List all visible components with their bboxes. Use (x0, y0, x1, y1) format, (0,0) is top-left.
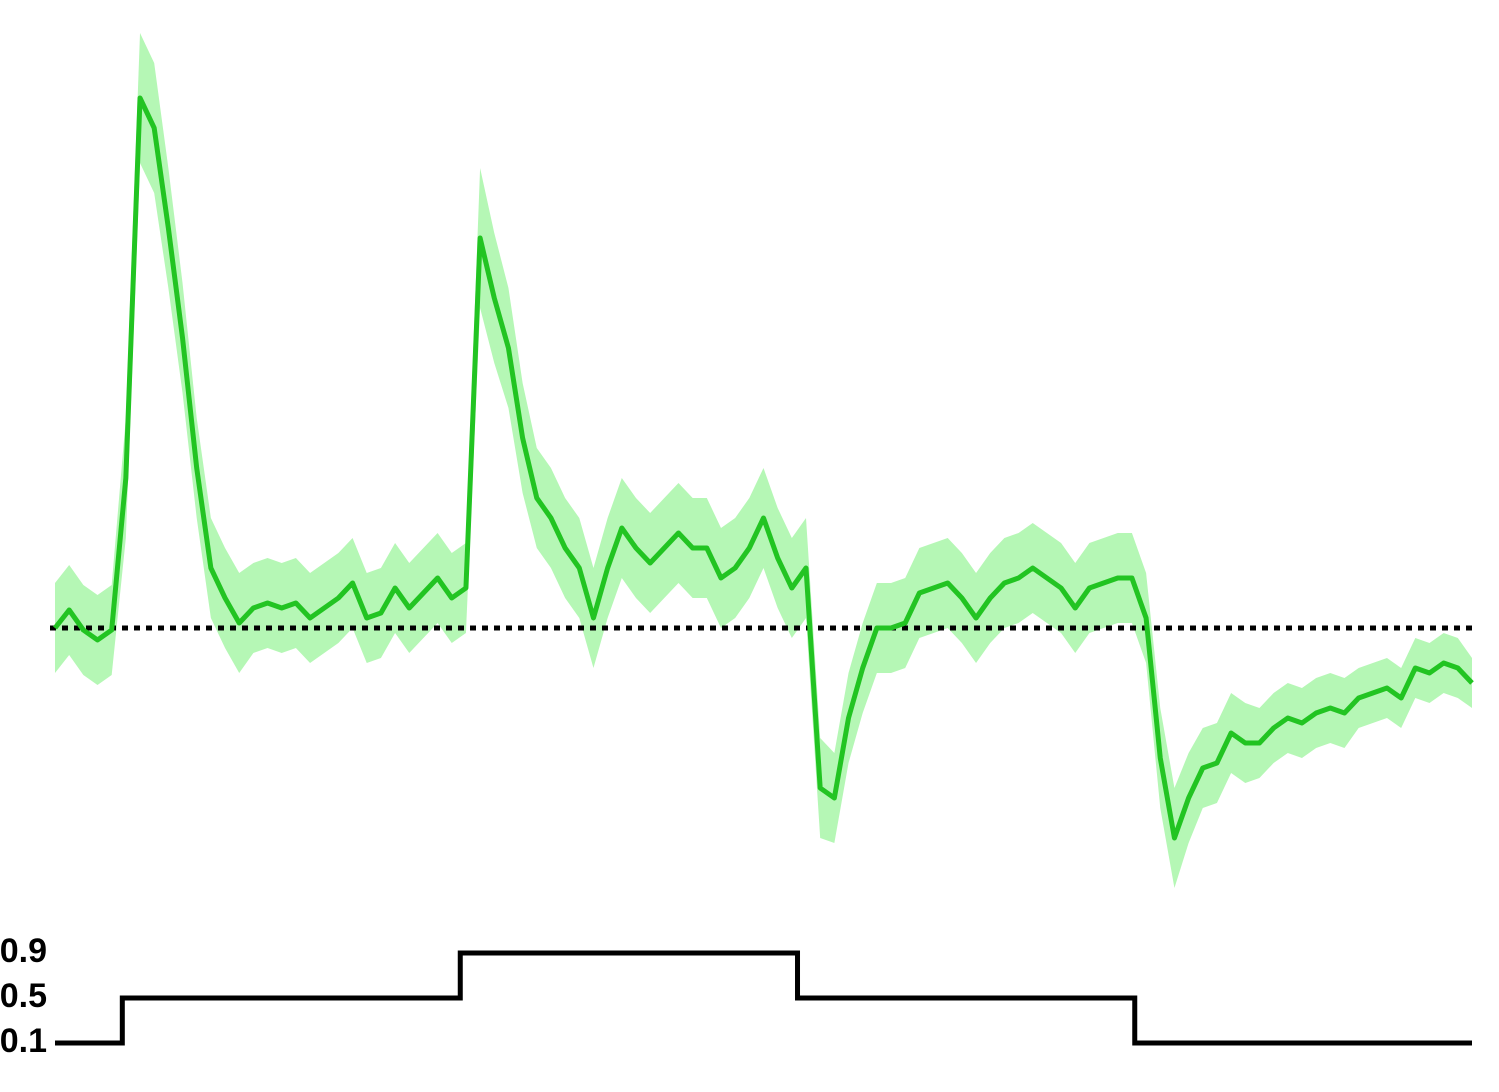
y-tick-label: 0.5 (0, 977, 47, 1015)
trace-line (53, 95, 1474, 841)
y-tick-label: 0.1 (0, 1022, 47, 1060)
y-tick-label: 0.9 (0, 932, 47, 970)
error-band (55, 33, 1472, 888)
stimulus-line (55, 950, 1472, 1046)
